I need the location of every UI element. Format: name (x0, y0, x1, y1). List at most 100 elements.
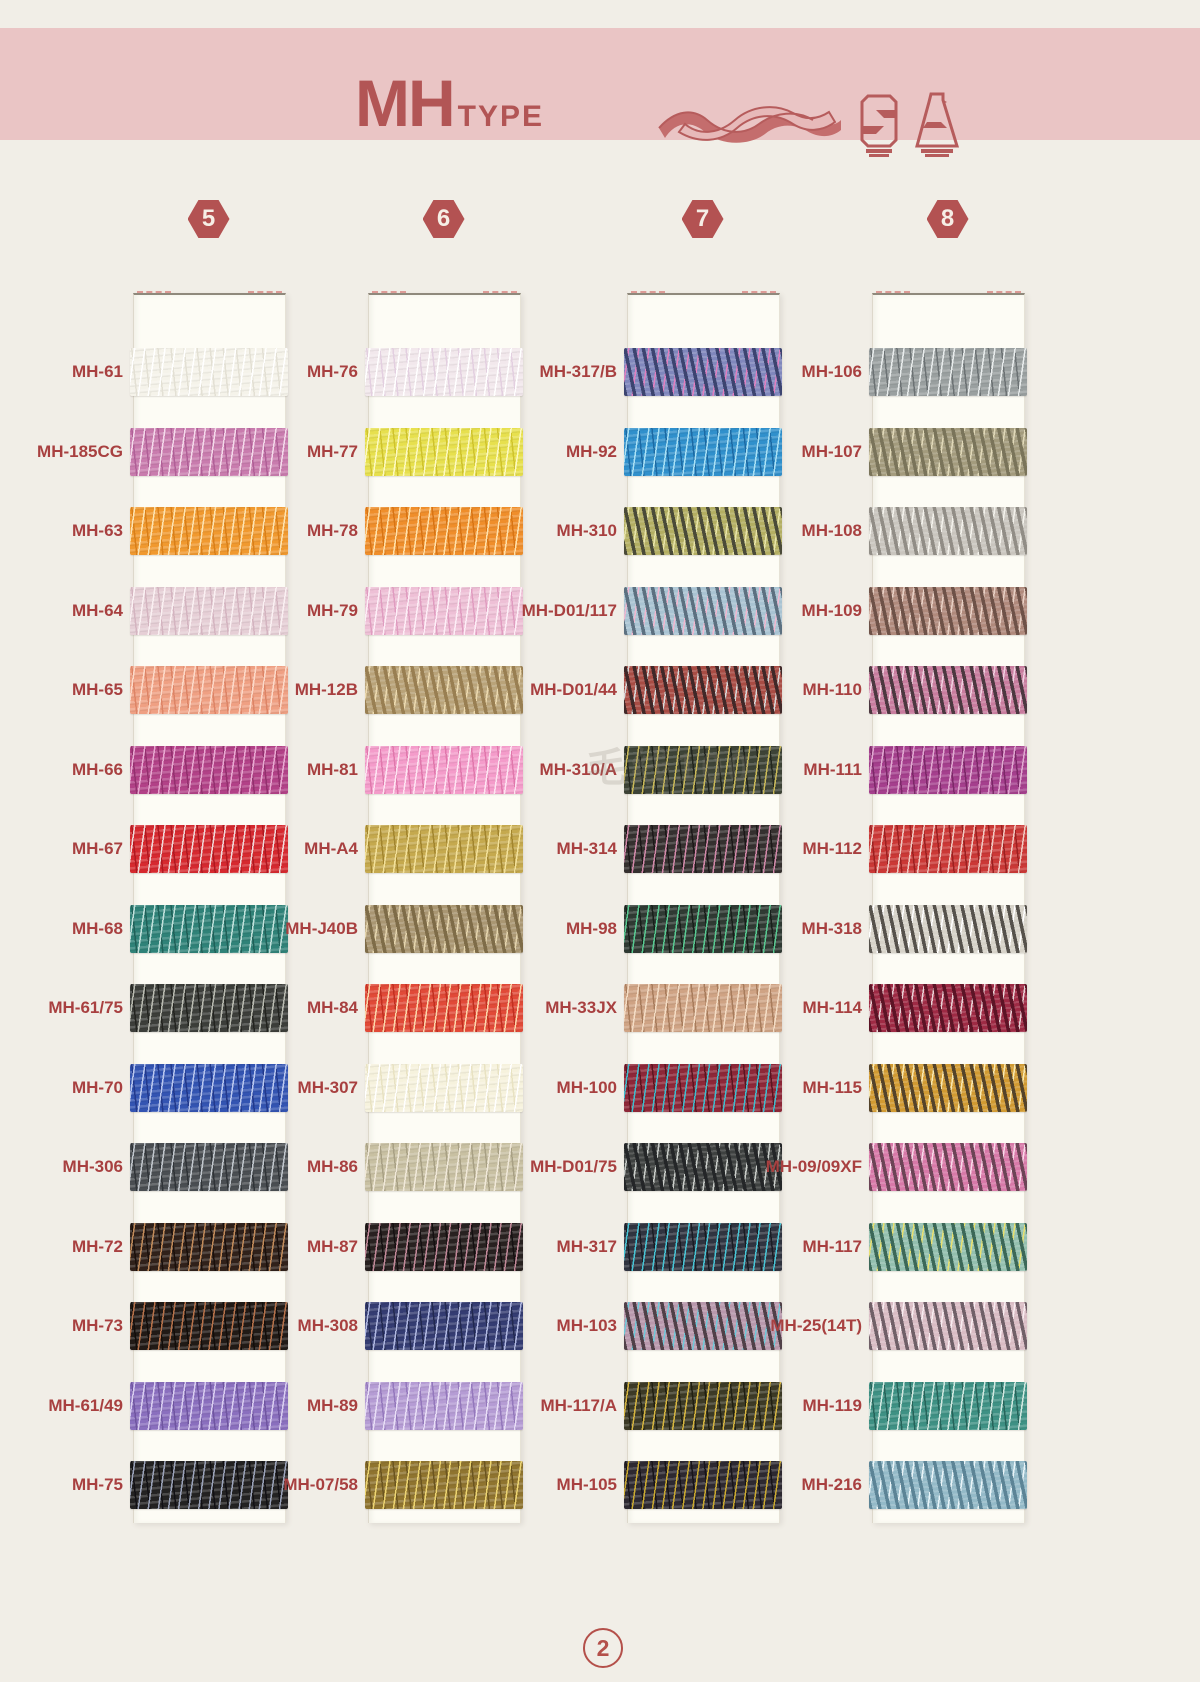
swatch-label: MH-107 (801, 442, 862, 461)
swatch-label: MH-66 (71, 760, 123, 779)
swatch-label: MH-70 (71, 1078, 123, 1097)
swatch-label: MH-105 (556, 1475, 617, 1494)
thread-swatch (624, 825, 782, 873)
header-icons (655, 90, 975, 160)
thread-swatch (869, 905, 1027, 953)
swatch-label: MH-112 (802, 839, 862, 858)
thread-swatch (130, 984, 288, 1032)
swatch-label: MH-119 (802, 1396, 862, 1415)
column-badge: 5 (187, 200, 230, 238)
swatch-label: MH-12B (294, 680, 358, 699)
thread-swatch (130, 666, 288, 714)
thread-swatch (624, 1064, 782, 1112)
swatch-label: MH-86 (306, 1157, 358, 1176)
thread-swatch (365, 905, 523, 953)
swatch-label: MH-314 (556, 839, 617, 858)
thread-swatch (365, 1461, 523, 1509)
swatch-label: MH-61/75 (48, 998, 123, 1017)
swatch-label: MH-J40B (285, 919, 358, 938)
swatch-label: MH-07/58 (283, 1475, 358, 1494)
swatch-label: MH-185CG (37, 442, 123, 461)
thread-swatch (869, 1302, 1027, 1350)
thread-swatch (624, 905, 782, 953)
thread-swatch (624, 587, 782, 635)
swatch-label: MH-76 (306, 362, 358, 381)
swatch-label: MH-310/A (539, 760, 617, 779)
swatch-label: MH-216 (801, 1475, 862, 1494)
thread-swatch (365, 984, 523, 1032)
swatch-label: MH-100 (556, 1078, 617, 1097)
thread-swatch (869, 1223, 1027, 1271)
thread-spool-icon (860, 94, 898, 157)
thread-swatch (869, 1064, 1027, 1112)
swatch-label: MH-64 (71, 601, 123, 620)
thread-swatch (365, 746, 523, 794)
swatch-label: MH-106 (801, 362, 862, 381)
swatch-label: MH-77 (306, 442, 358, 461)
thread-swatch (869, 825, 1027, 873)
page-number-badge: 2 (583, 1628, 623, 1668)
swatch-label: MH-09/09XF (765, 1157, 862, 1176)
thread-swatch (869, 666, 1027, 714)
thread-swatch (365, 1143, 523, 1191)
swatch-label: MH-72 (71, 1237, 123, 1256)
thread-swatch (130, 348, 288, 396)
thread-swatch (624, 1461, 782, 1509)
thread-swatch (624, 348, 782, 396)
thread-swatch (130, 507, 288, 555)
thread-swatch (365, 1064, 523, 1112)
thread-swatch (365, 348, 523, 396)
thread-swatch (624, 428, 782, 476)
thread-swatch (869, 1382, 1027, 1430)
swatch-label: MH-D01/44 (530, 680, 617, 699)
thread-swatch (365, 666, 523, 714)
swatch-label: MH-73 (71, 1316, 123, 1335)
thread-swatch (365, 1382, 523, 1430)
thread-swatch (130, 1143, 288, 1191)
thread-swatch (365, 587, 523, 635)
swatch-label: MH-75 (71, 1475, 123, 1494)
swatch-label: MH-306 (62, 1157, 123, 1176)
thread-swatch (130, 1223, 288, 1271)
swatch-label: MH-67 (71, 839, 123, 858)
swatch-label: MH-110 (802, 680, 862, 699)
swatch-label: MH-318 (801, 919, 862, 938)
swatch-label: MH-308 (297, 1316, 358, 1335)
title-sub: TYPE (457, 100, 545, 133)
thread-swatch (624, 1143, 782, 1191)
thread-swatch (869, 1461, 1027, 1509)
thread-swatch (365, 1223, 523, 1271)
column-badge: 6 (422, 200, 465, 238)
thread-swatch (869, 587, 1027, 635)
column-badge: 7 (681, 200, 724, 238)
swatch-label: MH-108 (801, 521, 862, 540)
swatch-label: MH-317/B (539, 362, 617, 381)
thread-swatch (365, 825, 523, 873)
thread-swatch (624, 984, 782, 1032)
swatch-label: MH-84 (306, 998, 358, 1017)
swatch-label: MH-A4 (304, 839, 358, 858)
swatch-label: MH-307 (297, 1078, 358, 1097)
swatch-label: MH-103 (556, 1316, 617, 1335)
page-title: MH TYPE (355, 70, 544, 136)
swatch-label: MH-61 (71, 362, 123, 381)
thread-swatch (624, 507, 782, 555)
thread-swatch (365, 1302, 523, 1350)
thread-swatch (869, 507, 1027, 555)
swatch-label: MH-25(14T) (770, 1316, 862, 1335)
swatch-label: MH-D01/117 (521, 601, 617, 620)
thread-swatch (130, 1064, 288, 1112)
thread-swatch (624, 1382, 782, 1430)
thread-swatch (624, 1223, 782, 1271)
thread-swatch (365, 507, 523, 555)
thread-swatch (869, 428, 1027, 476)
swatch-label: MH-63 (71, 521, 123, 540)
swatch-label: MH-78 (306, 521, 358, 540)
page-number: 2 (596, 1634, 610, 1661)
thread-cone-icon (915, 92, 960, 157)
thread-swatch (869, 984, 1027, 1032)
header-band: MH TYPE (0, 28, 1200, 157)
thread-swatch (130, 587, 288, 635)
swatch-label: MH-115 (802, 1078, 862, 1097)
swatch-label: MH-61/49 (48, 1396, 123, 1415)
